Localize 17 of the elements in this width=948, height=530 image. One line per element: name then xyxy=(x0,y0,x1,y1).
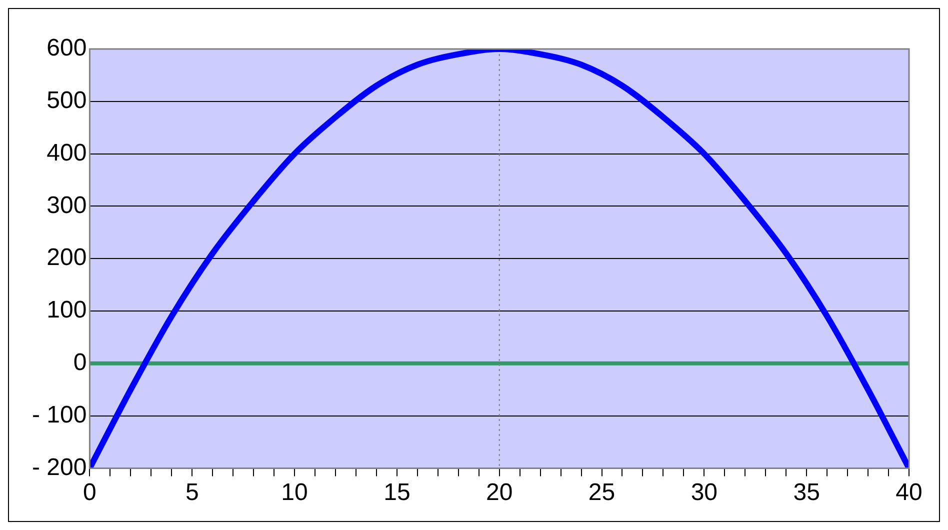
y-tick-label: 300 xyxy=(46,192,87,219)
x-tick-label: 20 xyxy=(486,479,513,506)
y-tick-label: 100 xyxy=(46,296,87,324)
x-tick-label: 15 xyxy=(384,479,410,506)
y-tick-label: 0 xyxy=(73,349,87,376)
x-tick-label: 35 xyxy=(793,479,820,506)
y-tick-label: - 100 xyxy=(32,401,87,428)
x-tick-label: 30 xyxy=(690,479,718,506)
y-tick-label: 200 xyxy=(46,244,87,272)
x-tick-label: 40 xyxy=(896,479,922,506)
y-tick-label: 500 xyxy=(46,87,87,114)
x-tick-label: 10 xyxy=(281,479,308,506)
x-tick-label: 25 xyxy=(588,479,616,506)
y-tick-label: - 200 xyxy=(32,454,87,481)
y-tick-label: 600 xyxy=(46,34,87,62)
y-tick-label: 400 xyxy=(46,139,87,166)
x-tick-label: 5 xyxy=(185,479,199,506)
